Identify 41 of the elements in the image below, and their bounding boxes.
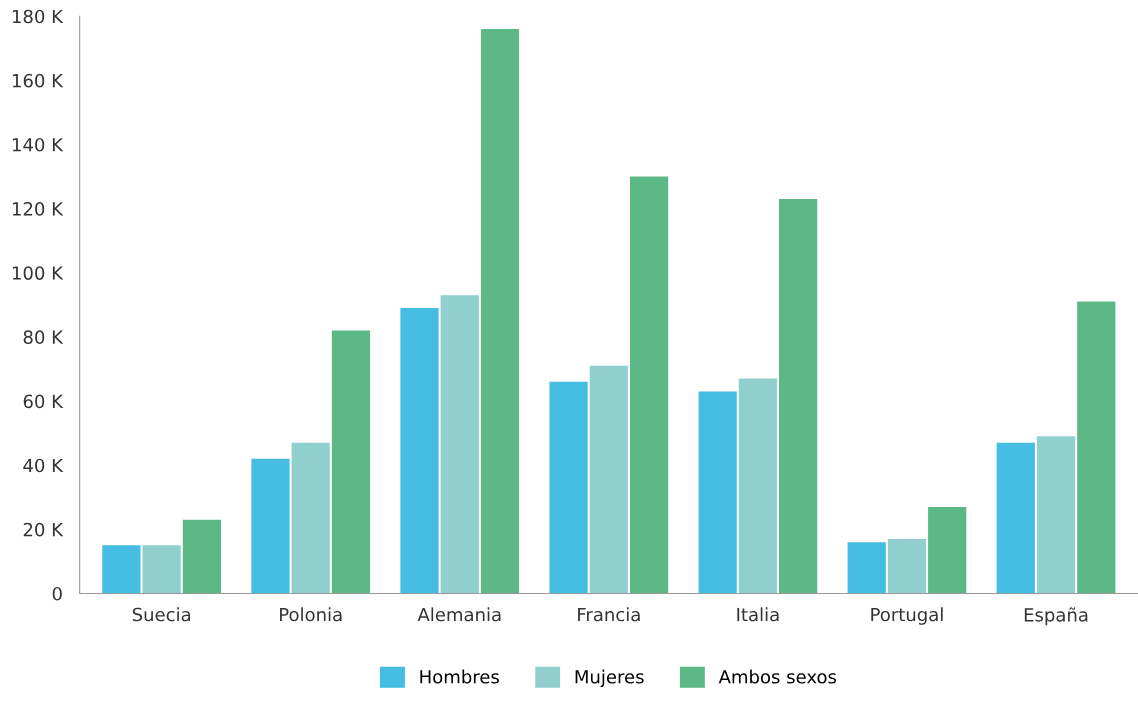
- bar: [182, 519, 222, 594]
- legend-label: Hombres: [420, 669, 499, 684]
- bar: [589, 365, 628, 594]
- y-tick-label: 100 K: [12, 266, 64, 280]
- legend-label: Mujeres: [575, 669, 644, 688]
- bar: [331, 330, 371, 594]
- x-tick-label: Polonia: [280, 607, 342, 622]
- bar: [400, 308, 439, 594]
- y-tick-label: 60 K: [23, 394, 64, 409]
- y-tick-label: 160 K: [12, 73, 64, 88]
- x-tick-label: España: [1024, 607, 1088, 626]
- y-tick-label: 20 K: [23, 522, 64, 537]
- bar: [629, 176, 669, 594]
- x-tick-label: Francia: [578, 607, 640, 622]
- bar: [291, 442, 330, 594]
- bar: [1077, 301, 1116, 594]
- y-tick-label: 120 K: [12, 202, 64, 216]
- bar: [549, 381, 588, 594]
- bar: [251, 458, 290, 594]
- bar: [440, 295, 479, 594]
- bar: [102, 545, 141, 594]
- x-tick-label: Italia: [737, 607, 779, 622]
- y-tick-label: 180 K: [12, 9, 64, 24]
- y-tick-label: 0: [52, 586, 62, 601]
- y-tick-label: 80 K: [23, 330, 64, 345]
- bar: [738, 378, 778, 594]
- x-tick-label: Portugal: [871, 607, 943, 625]
- bar: [142, 545, 181, 594]
- bar: [480, 29, 520, 594]
- y-tick-label: 140 K: [12, 137, 64, 152]
- bar: [779, 199, 818, 594]
- bar: [847, 542, 886, 594]
- bar: [996, 442, 1035, 594]
- y-tick-label: 40 K: [23, 458, 64, 473]
- x-tick-label: Alemania: [417, 607, 501, 622]
- bar: [887, 538, 927, 594]
- legend-label: Ambos sexos: [718, 669, 837, 684]
- bar: [698, 391, 737, 594]
- bar: [928, 506, 967, 594]
- bar: [1036, 436, 1076, 594]
- x-tick-label: Suecia: [132, 607, 191, 622]
